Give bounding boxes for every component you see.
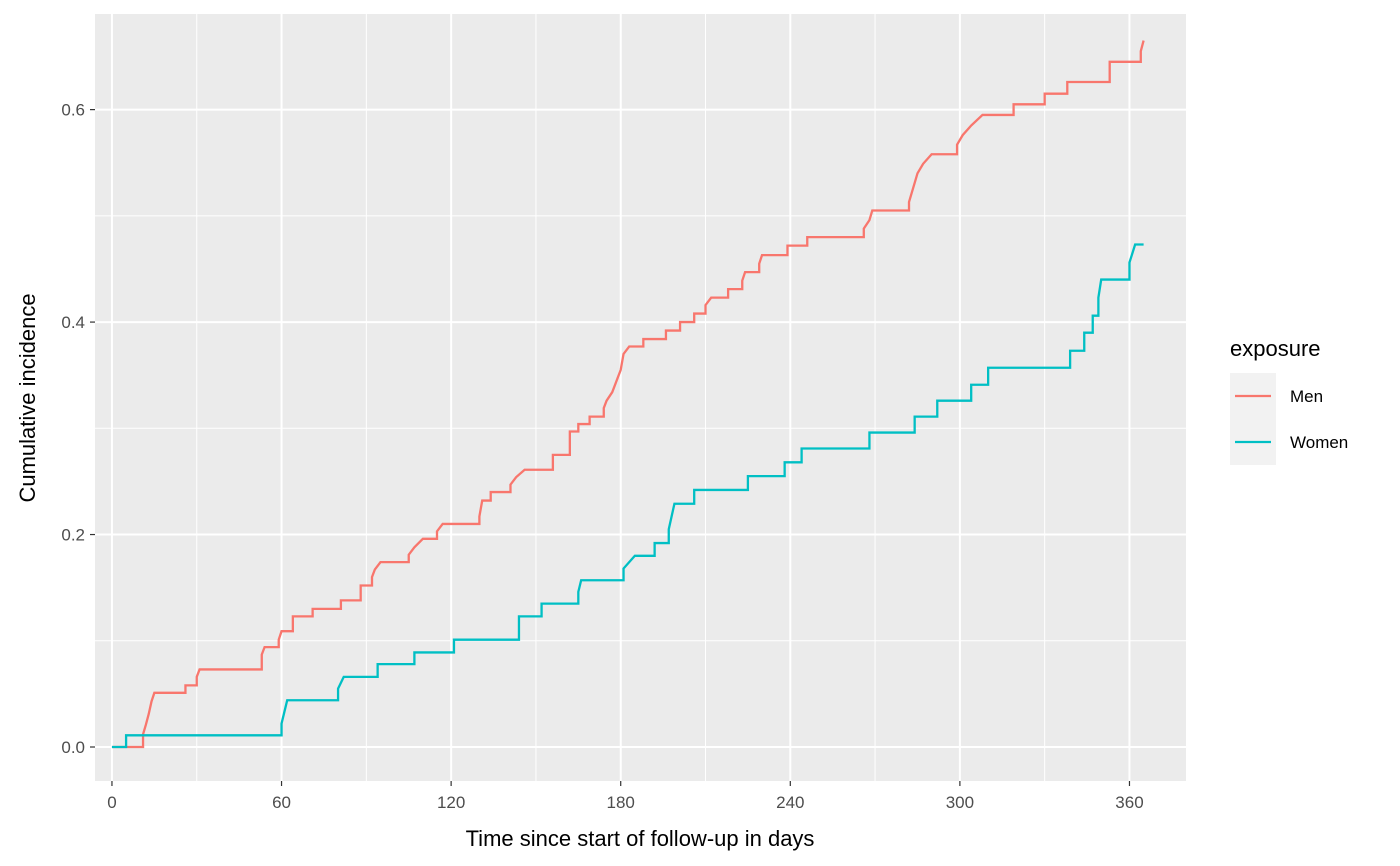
series-layer (111, 40, 1145, 749)
y-tick-label: 0.6 (61, 101, 85, 120)
y-tick-label: 0.0 (61, 738, 85, 757)
legend-label-men: Men (1290, 387, 1323, 406)
x-tick-label: 180 (607, 793, 635, 812)
x-tick-label: 0 (107, 793, 116, 812)
x-tick-label: 300 (946, 793, 974, 812)
legend-key-background (1230, 373, 1276, 465)
x-tick-label: 240 (776, 793, 804, 812)
x-axis-title: Time since start of follow-up in days (466, 826, 815, 851)
legend-label-women: Women (1290, 433, 1348, 452)
legend: exposure Men Women (1230, 336, 1348, 465)
legend-items: Men Women (1235, 387, 1348, 452)
x-axis: 0 60 120 180 240 300 360 (107, 781, 1144, 812)
x-tick-label: 120 (437, 793, 465, 812)
legend-title: exposure (1230, 336, 1321, 361)
x-tick-label: 360 (1115, 793, 1143, 812)
y-tick-label: 0.4 (61, 313, 85, 332)
series-line-women (111, 243, 1144, 749)
y-axis: 0.0 0.2 0.4 0.6 (61, 101, 95, 757)
y-axis-title: Cumulative incidence (15, 293, 40, 502)
series-line-men (111, 40, 1145, 749)
x-tick-label: 60 (272, 793, 291, 812)
grid-minor (95, 14, 1186, 781)
y-tick-label: 0.2 (61, 526, 85, 545)
grid-major (95, 14, 1186, 781)
plot-panel (95, 14, 1186, 781)
